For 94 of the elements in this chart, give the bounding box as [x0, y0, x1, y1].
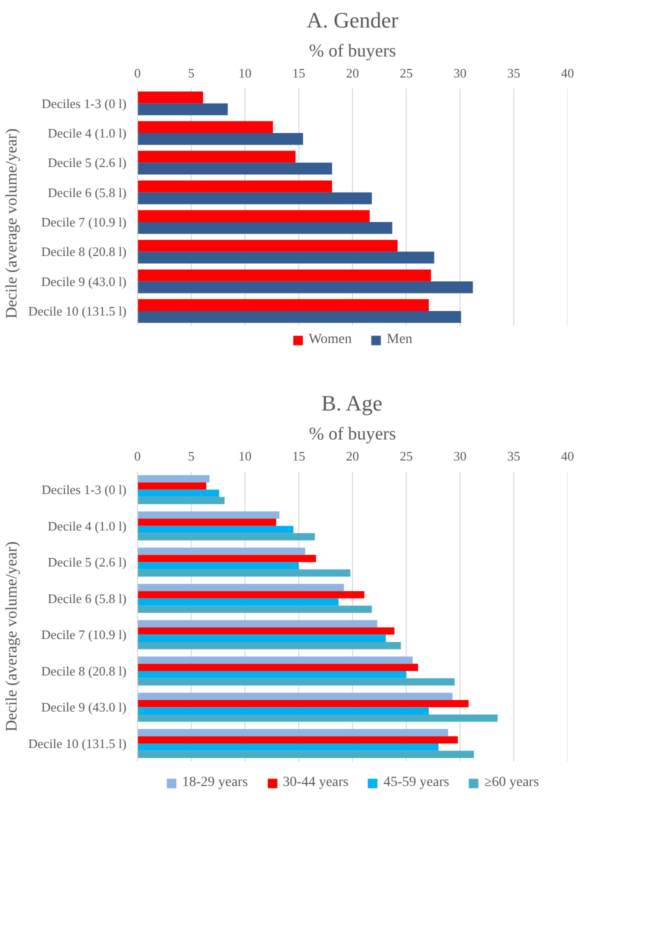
y-tick-label: Deciles 1-3 (0 l) [42, 482, 127, 498]
bar [138, 620, 378, 628]
bar [138, 281, 473, 294]
bar [138, 664, 418, 671]
bar [138, 150, 296, 163]
bar [138, 707, 429, 714]
bar [138, 511, 280, 519]
bar [138, 736, 458, 744]
bar [138, 627, 394, 635]
x-tick-label: 35 [507, 66, 520, 80]
y-axis-title: Decile (average volume/year) [3, 541, 20, 732]
bar [138, 180, 332, 192]
bar [138, 591, 364, 598]
bar [138, 728, 448, 736]
y-tick-label: Decile 9 (43.0 l) [41, 700, 127, 715]
y-tick-label: Decile 4 (1.0 l) [48, 126, 127, 141]
y-tick-label: Decile 7 (10.9 l) [41, 214, 127, 230]
x-tick-label: 30 [454, 66, 466, 80]
x-tick-label: 10 [238, 448, 252, 464]
y-tick-label: Decile 10 (131.5 l) [28, 736, 127, 751]
bar [138, 700, 469, 708]
legend-label: ≥60 years [484, 775, 539, 791]
y-tick-label: Decile 6 (5.8 l) [48, 590, 127, 606]
y-tick-label: Deciles 1-3 (0 l) [42, 96, 127, 111]
bar [138, 518, 276, 526]
bar [138, 192, 372, 204]
bar [138, 133, 304, 145]
x-tick-label: 10 [238, 66, 252, 80]
legend-label: Women [308, 332, 352, 348]
legend-label: 18-29 years [182, 775, 248, 791]
bar [138, 750, 474, 758]
bar [138, 569, 350, 577]
bar [138, 91, 204, 104]
x-tick-label: 25 [400, 448, 413, 464]
y-tick-label: Decile 6 (5.8 l) [48, 184, 127, 200]
y-tick-label: Decile 10 (131.5 l) [28, 304, 127, 319]
bar [138, 606, 372, 613]
bar [138, 299, 429, 312]
legend-label: Men [386, 332, 412, 348]
bar [138, 714, 498, 722]
x-tick-label: 5 [188, 66, 194, 80]
x-tick-label: 30 [454, 448, 466, 464]
bar [138, 584, 344, 592]
bar [138, 103, 228, 116]
x-axis-title: % of buyers [309, 40, 396, 60]
bar [138, 252, 434, 264]
bar [138, 162, 332, 175]
legend-label: 45-59 years [383, 775, 450, 791]
x-tick-label: 15 [292, 448, 306, 464]
x-tick-label: 20 [346, 66, 359, 80]
y-tick-label: Decile 5 (2.6 l) [48, 155, 127, 170]
bar [138, 634, 386, 642]
bar [138, 222, 392, 234]
x-tick-label: 35 [507, 448, 520, 464]
chart-title: B. Age [321, 390, 382, 416]
x-tick-label: 20 [346, 448, 359, 464]
y-tick-label: Decile 8 (20.8 l) [41, 244, 127, 260]
bar [138, 533, 315, 540]
y-tick-label: Decile 8 (20.8 l) [41, 663, 127, 678]
bar [138, 670, 406, 678]
bar [138, 692, 452, 700]
x-axis-title: % of buyers [309, 424, 396, 444]
bar [138, 562, 299, 570]
y-tick-label: Decile 5 (2.6 l) [48, 554, 127, 570]
bar [138, 598, 339, 606]
chart-title: A. Gender [306, 8, 399, 32]
y-axis-title: Decile (average volume/year) [3, 128, 20, 319]
y-tick-label: Decile 4 (1.0 l) [48, 518, 127, 534]
bar [138, 656, 413, 664]
bar [138, 554, 316, 562]
bar [138, 311, 462, 323]
bar [138, 210, 370, 222]
bar [138, 548, 306, 555]
bar [138, 269, 431, 282]
bar [138, 121, 273, 134]
bar [138, 496, 225, 504]
x-tick-label: 0 [134, 448, 141, 464]
x-tick-label: 40 [561, 448, 574, 464]
y-tick-label: Decile 9 (43.0 l) [41, 274, 127, 289]
x-tick-label: 15 [292, 66, 306, 80]
bar [138, 642, 401, 650]
x-tick-label: 5 [188, 448, 194, 464]
bar [138, 743, 438, 751]
bar [138, 526, 294, 534]
bar [138, 678, 455, 686]
bar [138, 240, 398, 252]
x-tick-label: 25 [400, 66, 413, 80]
x-tick-label: 0 [134, 66, 141, 80]
x-tick-label: 40 [561, 66, 574, 80]
bar [138, 482, 206, 490]
y-tick-label: Decile 7 (10.9 l) [41, 627, 127, 642]
bar [138, 475, 210, 482]
bar [138, 490, 220, 497]
legend-label: 30-44 years [282, 775, 348, 791]
